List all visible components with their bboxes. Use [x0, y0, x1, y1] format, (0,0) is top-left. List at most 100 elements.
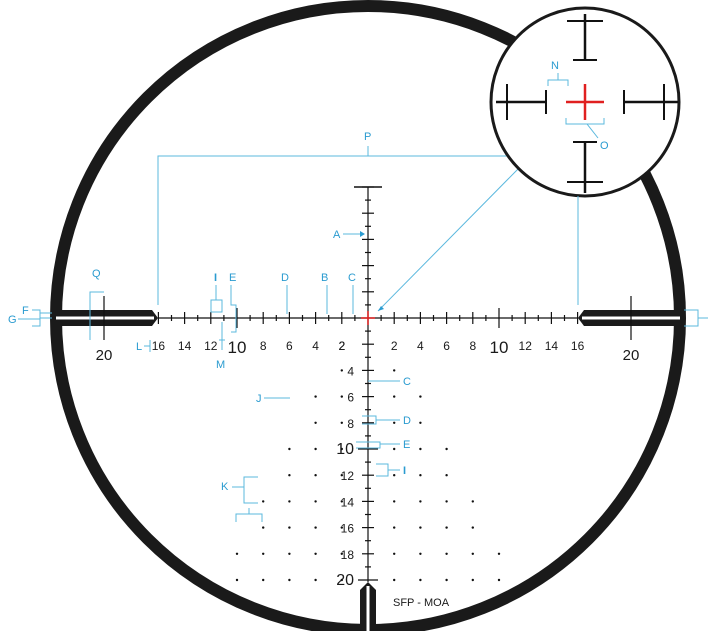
holdover-dot [314, 500, 317, 503]
h-label-left: 14 [178, 339, 192, 353]
v-label: 10 [336, 441, 354, 458]
holdover-dot [288, 474, 291, 477]
vertical-ticks-bottom [358, 330, 378, 581]
h-label-right: 12 [519, 339, 533, 353]
h-label-right: 4 [417, 339, 424, 353]
h-label-right: 8 [469, 339, 476, 353]
vertical-labels: 24 6 8 10 12 14 16 18 20 [336, 339, 354, 589]
h-label-left: 10 [228, 338, 247, 357]
holdover-dot [419, 421, 422, 424]
svg-text:E: E [229, 272, 236, 284]
holdover-dot [419, 578, 422, 582]
callout-c-top: C [348, 272, 356, 314]
h-label-left: 6 [286, 339, 293, 353]
holdover-dot [262, 552, 265, 555]
v-label: 12 [341, 469, 355, 483]
holdover-dot [393, 552, 396, 555]
horizontal-ticks [157, 308, 579, 328]
holdover-dot [445, 578, 448, 582]
holdover-dot [288, 526, 291, 529]
v-label: 4 [347, 364, 354, 378]
svg-text:D: D [281, 272, 289, 284]
holdover-dot [393, 526, 396, 529]
h-label-left: 12 [204, 339, 218, 353]
inset-magnifier: N O [489, 6, 681, 305]
holdover-dot [314, 526, 317, 529]
callout-m: M [216, 322, 225, 371]
svg-text:A: A [333, 229, 341, 241]
callout-right-post [684, 309, 708, 327]
svg-text:G: G [8, 314, 17, 326]
holdover-dot [340, 369, 343, 372]
callout-j: J [256, 393, 290, 405]
reticle-caption: SFP - MOA [393, 597, 450, 609]
bottom-heavy-post [360, 582, 376, 631]
holdover-dot [340, 395, 343, 398]
holdover-dot [314, 395, 317, 398]
svg-text:D: D [403, 415, 411, 427]
callout-q: Q [89, 268, 104, 340]
holdover-dot [419, 552, 422, 555]
holdover-dot [262, 500, 265, 503]
svg-text:K: K [221, 481, 229, 493]
holdover-dot [445, 474, 448, 477]
holdover-dot [288, 447, 291, 451]
right-heavy-post [578, 310, 680, 326]
h-label-right: 16 [571, 339, 585, 353]
h-label-left: 4 [312, 339, 319, 353]
svg-text:L: L [136, 341, 142, 353]
svg-text:C: C [348, 272, 356, 284]
holdover-dot [340, 578, 343, 582]
vertical-ticks-top [362, 186, 374, 306]
holdover-dot [445, 447, 448, 451]
svg-text:E: E [403, 439, 410, 451]
callout-d-top: D [281, 272, 289, 314]
holdover-dot [393, 578, 396, 582]
callout-k: K [221, 476, 263, 522]
holdover-dot [471, 500, 474, 503]
v-label: 14 [341, 495, 355, 509]
holdover-dot [340, 474, 343, 477]
horizontal-labels-left: 16 14 12 10 8 6 4 2 [152, 338, 346, 357]
post-label-right: 20 [623, 347, 640, 364]
holdover-dot [445, 552, 448, 555]
v-label: 2 [339, 339, 346, 353]
callout-i-top: I [210, 272, 223, 313]
svg-text:I: I [214, 272, 217, 284]
holdover-dots [235, 369, 501, 582]
holdover-dot [471, 526, 474, 529]
holdover-dot [340, 447, 343, 451]
callout-e-right: E [356, 439, 410, 451]
v-label: 8 [347, 417, 354, 431]
holdover-dot [235, 552, 239, 555]
post-label-left: 20 [96, 347, 113, 364]
h-label-left: 8 [260, 339, 267, 353]
svg-text:B: B [321, 272, 328, 284]
svg-text:J: J [256, 393, 262, 405]
holdover-dot [314, 474, 317, 477]
svg-text:N: N [551, 60, 559, 72]
holdover-dot [262, 578, 265, 582]
holdover-dot [393, 421, 396, 424]
h-label-right: 2 [391, 339, 398, 353]
svg-text:M: M [216, 359, 225, 371]
callout-g: G [8, 314, 40, 326]
h-label-left: 16 [152, 339, 166, 353]
holdover-dot [419, 500, 422, 503]
h-label-right: 14 [545, 339, 559, 353]
holdover-dot [419, 474, 422, 477]
holdover-dot [262, 526, 265, 529]
center-cross [361, 311, 375, 325]
svg-text:F: F [22, 305, 29, 317]
holdover-dot [288, 500, 291, 503]
h-label-left: 2 [338, 339, 345, 353]
v-label: 20 [336, 572, 354, 589]
holdover-dot [471, 552, 474, 555]
callout-l: L [136, 340, 151, 353]
holdover-dot [314, 578, 317, 582]
svg-text:O: O [600, 140, 609, 152]
callout-d-right: D [362, 415, 411, 427]
holdover-dot [393, 447, 396, 451]
v-label: 18 [341, 548, 355, 562]
